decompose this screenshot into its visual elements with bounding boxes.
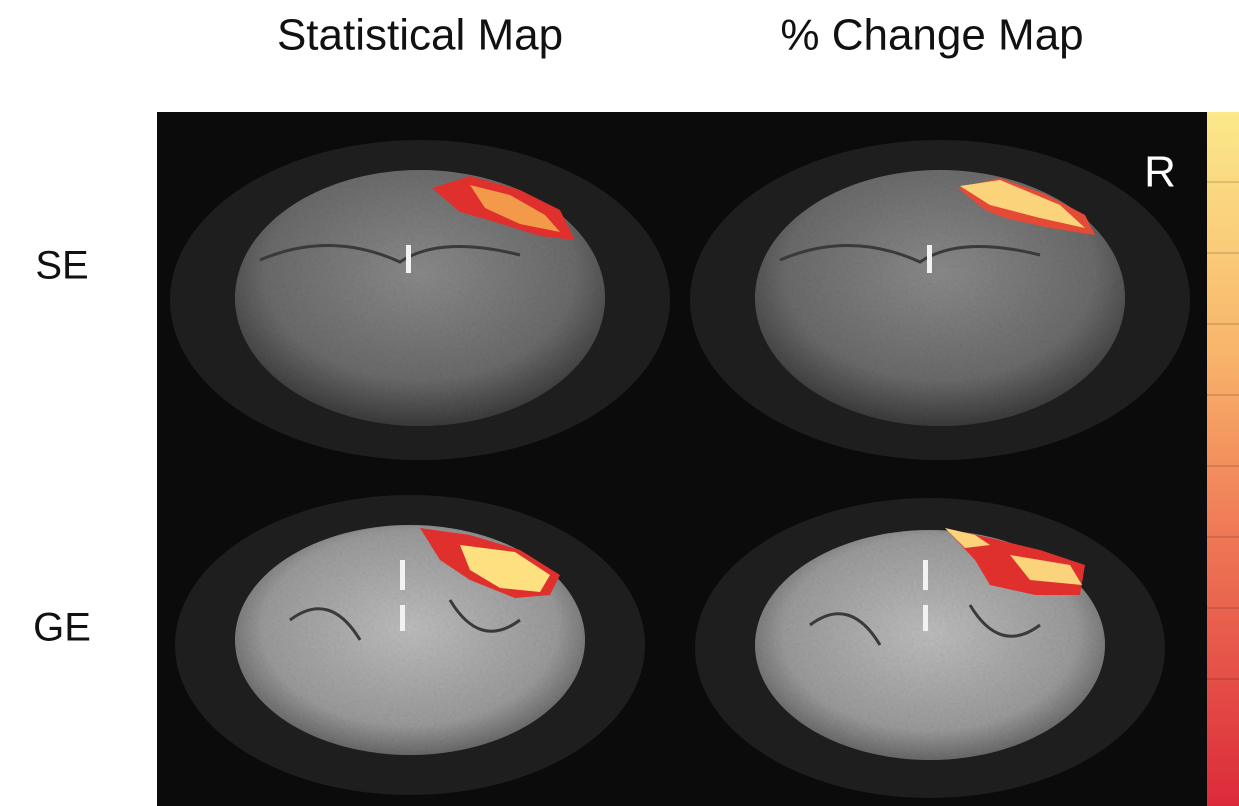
column-title: Statistical Map <box>277 11 563 60</box>
orientation-label: R <box>1144 148 1176 197</box>
color-bar <box>1207 112 1239 806</box>
column-title: % Change Map <box>780 11 1083 60</box>
row-label: SE <box>35 244 88 288</box>
row-label: GE <box>33 606 91 650</box>
page: Statistical Map % Change Map SE GE <box>0 0 1239 806</box>
figure: Statistical Map % Change Map SE GE <box>0 0 1239 806</box>
